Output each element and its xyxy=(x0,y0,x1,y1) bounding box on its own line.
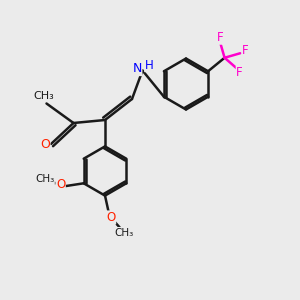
Text: CH₃: CH₃ xyxy=(33,91,54,101)
Text: F: F xyxy=(242,44,249,57)
Text: F: F xyxy=(236,66,243,79)
Text: O: O xyxy=(40,137,50,151)
Text: O: O xyxy=(56,178,65,191)
Text: CH₃: CH₃ xyxy=(35,174,54,184)
Text: N: N xyxy=(132,62,142,76)
Text: F: F xyxy=(217,31,224,44)
Text: CH₃: CH₃ xyxy=(115,227,134,238)
Text: H: H xyxy=(145,58,154,72)
Text: O: O xyxy=(106,211,116,224)
